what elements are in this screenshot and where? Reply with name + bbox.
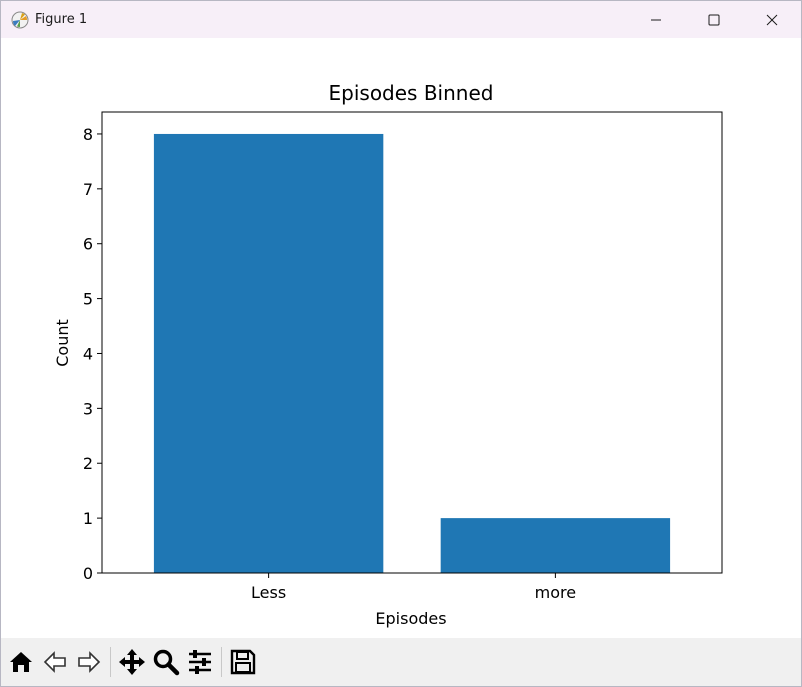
x-tick-label: more — [535, 583, 576, 602]
bars-layer — [153, 133, 671, 573]
window-title: Figure 1 — [35, 12, 88, 27]
back-arrow-icon — [43, 651, 66, 673]
minimize-icon — [651, 19, 661, 20]
y-tick-label: 4 — [83, 344, 93, 363]
pan-move-icon — [119, 649, 145, 675]
x-axis-label: Episodes — [375, 609, 446, 628]
zoom-button[interactable] — [149, 643, 183, 681]
window-controls — [627, 1, 801, 38]
x-tick-label: Less — [251, 583, 286, 602]
forward-arrow-icon — [78, 651, 101, 673]
bar-more — [440, 518, 671, 573]
y-tick-label: 1 — [83, 509, 93, 528]
forward-button[interactable] — [72, 643, 106, 681]
y-tick-label: 7 — [83, 180, 93, 199]
maximize-icon — [708, 14, 720, 25]
y-tick-label: 2 — [83, 454, 93, 473]
matplotlib-app-icon — [11, 11, 29, 28]
figure-canvas: Episodes Binned 0 1 2 3 4 5 6 7 8 Less more Episo… — [1, 38, 801, 638]
minimize-button[interactable] — [627, 1, 685, 38]
plot-frame — [101, 111, 723, 574]
zoom-magnifier-icon — [153, 649, 180, 676]
save-disk-icon — [230, 649, 256, 675]
home-button[interactable] — [4, 643, 38, 681]
pan-button[interactable] — [115, 643, 149, 681]
y-tick-label: 6 — [83, 235, 93, 254]
toolbar-separator — [221, 647, 222, 677]
y-axis-label: Count — [53, 319, 72, 367]
chart-title: Episodes Binned — [329, 81, 494, 105]
bar-chart: Episodes Binned 0 1 2 3 4 5 6 7 8 Less more Episo… — [53, 81, 723, 628]
y-tick-label: 3 — [83, 399, 93, 418]
y-tick-label: 8 — [83, 125, 93, 144]
save-button[interactable] — [226, 643, 260, 681]
close-icon — [766, 14, 778, 25]
close-button[interactable] — [743, 1, 801, 38]
home-icon — [10, 652, 32, 672]
x-axis-ticks: Less more — [251, 573, 576, 602]
navigation-toolbar — [1, 638, 801, 686]
y-axis-ticks: 0 1 2 3 4 5 6 7 8 — [83, 125, 102, 583]
bar-less — [153, 133, 384, 573]
back-button[interactable] — [38, 643, 72, 681]
configure-subplots-button[interactable] — [183, 643, 217, 681]
y-tick-label: 0 — [83, 564, 93, 583]
y-tick-label: 5 — [83, 290, 93, 309]
toolbar-separator — [110, 647, 111, 677]
title-bar: Figure 1 — [1, 1, 801, 38]
maximize-button[interactable] — [685, 1, 743, 38]
configure-subplots-icon — [189, 650, 211, 674]
